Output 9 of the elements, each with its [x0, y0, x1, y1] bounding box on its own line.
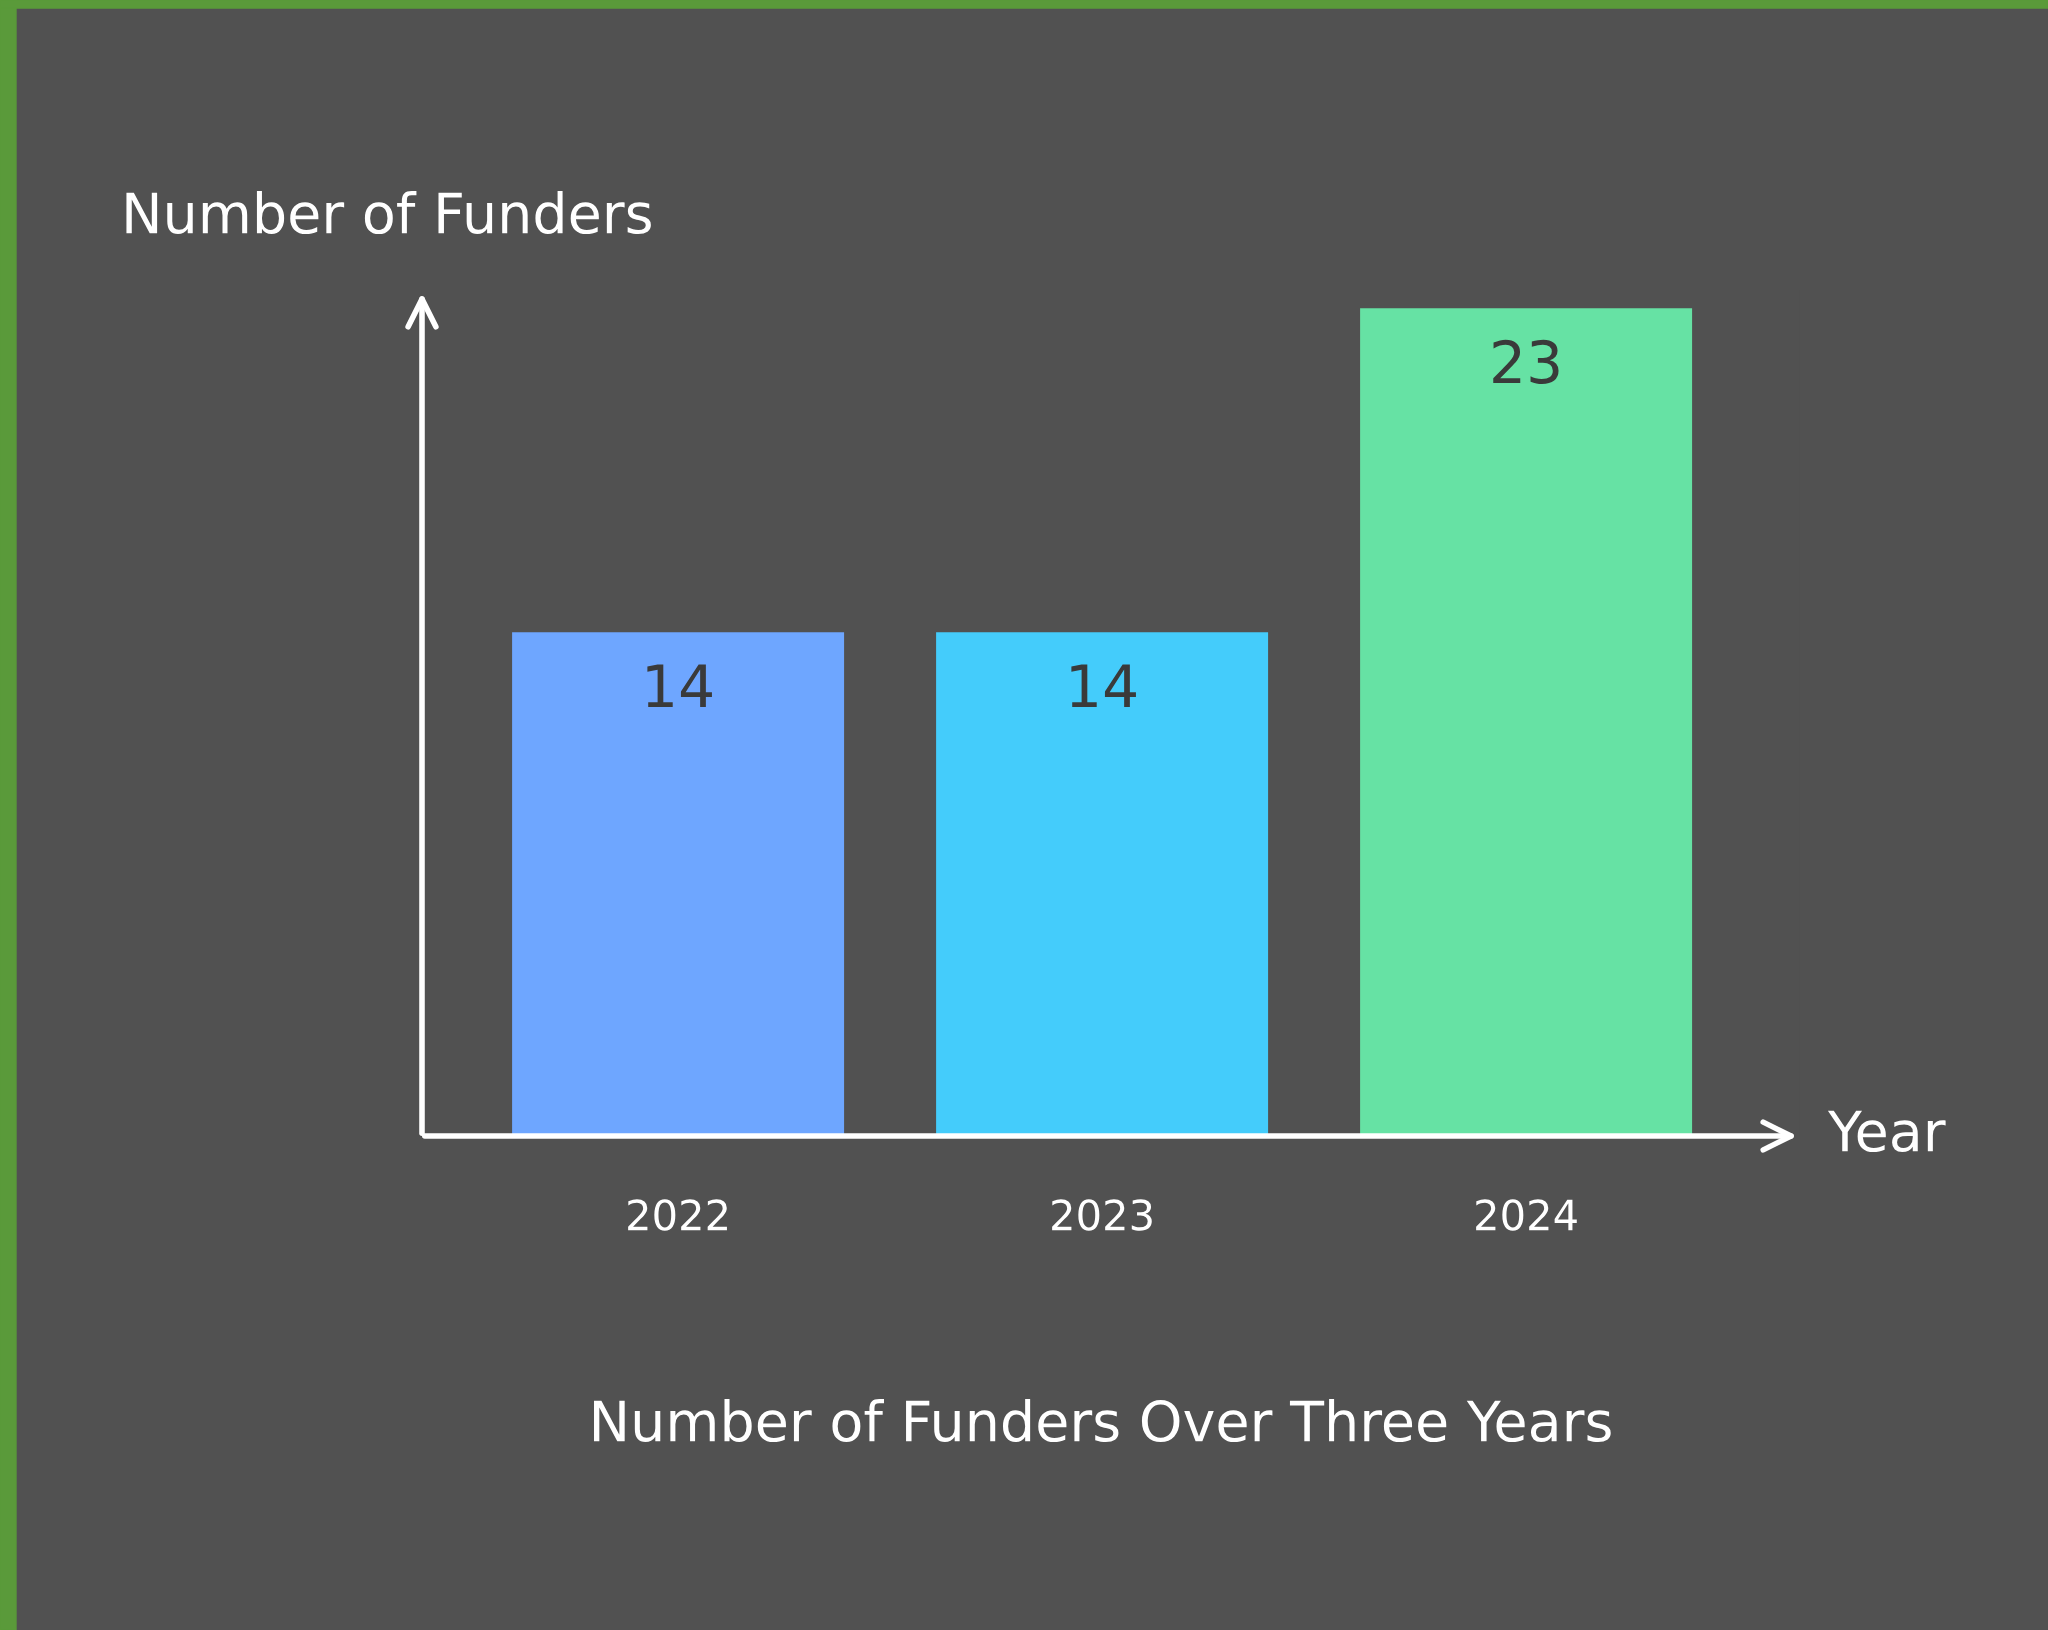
- x-tick-label: 2022: [628, 1199, 727, 1231]
- data-label: 14: [647, 664, 712, 708]
- x-axis-title: Year: [1827, 1110, 1946, 1153]
- data-label: 23: [1493, 339, 1559, 384]
- data-label: 14: [1071, 664, 1136, 708]
- x-tick-label: 2023: [1052, 1199, 1152, 1231]
- y-axis-title: Number of Funders: [126, 191, 651, 235]
- text: Number of Funders Over Three Years: [594, 1399, 1611, 1443]
- x-tick-label: 2024: [1476, 1199, 1577, 1231]
